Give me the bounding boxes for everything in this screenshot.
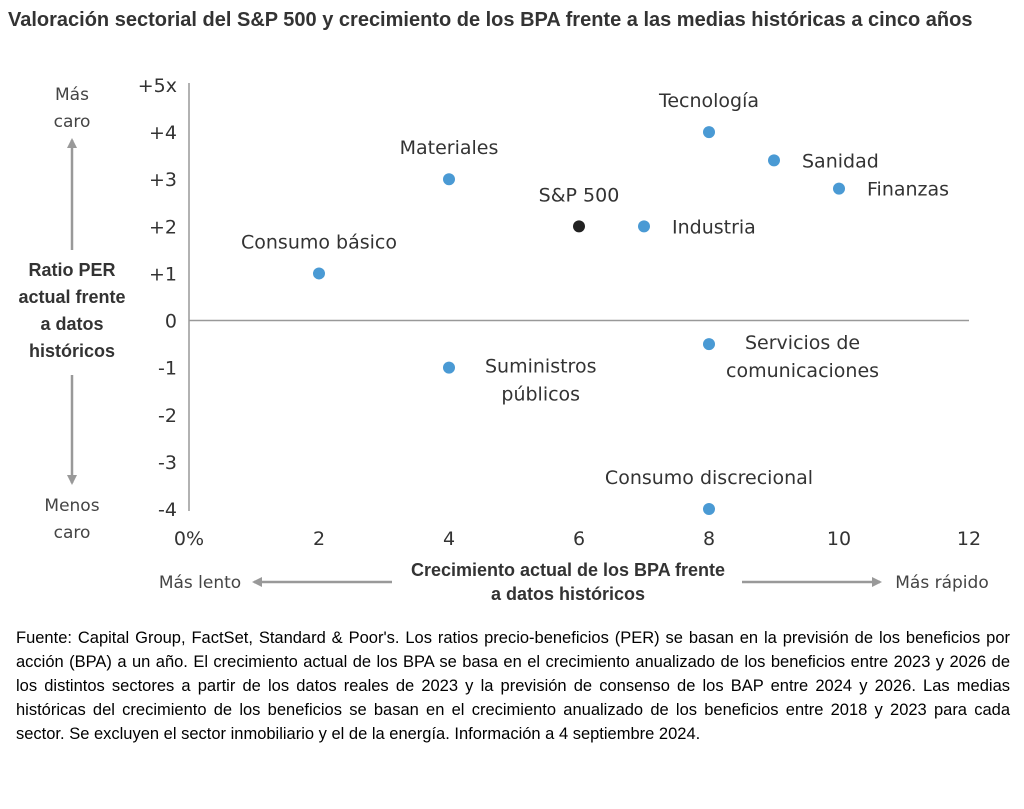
y-top-note: Más bbox=[55, 85, 89, 105]
sector-point bbox=[443, 361, 455, 374]
point-label: Industria bbox=[672, 216, 756, 238]
y-axis-title: a datos bbox=[40, 314, 103, 334]
y-axis-title: Ratio PER bbox=[28, 260, 115, 280]
y-tick-label: -1 bbox=[158, 358, 177, 380]
x-tick-label: 0% bbox=[174, 528, 204, 550]
y-top-note: caro bbox=[54, 112, 91, 132]
y-tick-label: +2 bbox=[149, 216, 177, 238]
point-label: Consumo básico bbox=[241, 231, 397, 253]
point-label: Tecnología bbox=[658, 90, 759, 112]
sector-point bbox=[768, 154, 780, 167]
y-tick-label: +4 bbox=[149, 122, 177, 144]
point-label: públicos bbox=[501, 384, 580, 406]
y-axis-title: actual frente bbox=[18, 287, 125, 307]
sector-point bbox=[638, 220, 650, 233]
x-left-note: Más lento bbox=[159, 573, 241, 593]
x-axis-title: Crecimiento actual de los BPA frente bbox=[411, 560, 725, 580]
index-point bbox=[573, 220, 585, 233]
y-tick-label: +3 bbox=[149, 169, 177, 191]
point-label: Materiales bbox=[400, 137, 499, 159]
x-tick-label: 2 bbox=[313, 528, 325, 550]
y-tick-label: -4 bbox=[158, 499, 177, 521]
x-right-note: Más rápido bbox=[895, 573, 988, 593]
point-label: Sanidad bbox=[802, 150, 879, 172]
chart-title: Valoración sectorial del S&P 500 y creci… bbox=[8, 9, 973, 31]
point-label: S&P 500 bbox=[539, 184, 620, 206]
y-tick-label: -3 bbox=[158, 452, 177, 474]
point-label: Consumo discrecional bbox=[605, 467, 813, 489]
sector-point bbox=[833, 182, 845, 195]
point-label: comunicaciones bbox=[726, 360, 879, 382]
y-tick-label: 0 bbox=[165, 311, 177, 333]
x-tick-label: 12 bbox=[957, 528, 981, 550]
sector-point bbox=[313, 267, 325, 280]
y-tick-label: +1 bbox=[149, 263, 177, 285]
x-tick-label: 6 bbox=[573, 528, 585, 550]
y-bottom-note: Menos bbox=[44, 496, 99, 516]
x-axis-title: a datos históricos bbox=[491, 584, 645, 604]
scatter-chart: +5x +4 +3 +2 +1 0 -1 -2 -3 -4 0% 2 4 6 8 10 12 Más caro Men… bbox=[18, 75, 988, 604]
y-tick-label: +5x bbox=[138, 75, 177, 97]
x-tick-label: 4 bbox=[443, 528, 455, 550]
sector-point bbox=[443, 173, 455, 186]
sector-point bbox=[703, 503, 715, 515]
point-label: Servicios de bbox=[745, 332, 860, 354]
x-tick-label: 8 bbox=[703, 528, 715, 550]
y-tick-label: -2 bbox=[158, 405, 177, 427]
sector-point bbox=[703, 338, 715, 351]
point-label: Suministros bbox=[485, 356, 596, 378]
x-tick-label: 10 bbox=[827, 528, 851, 550]
sector-point bbox=[703, 126, 715, 139]
point-label: Finanzas bbox=[867, 179, 949, 201]
y-axis-title: históricos bbox=[29, 341, 115, 361]
source-footnote: Fuente: Capital Group, FactSet, Standard… bbox=[16, 629, 1010, 743]
y-bottom-note: caro bbox=[54, 523, 91, 543]
